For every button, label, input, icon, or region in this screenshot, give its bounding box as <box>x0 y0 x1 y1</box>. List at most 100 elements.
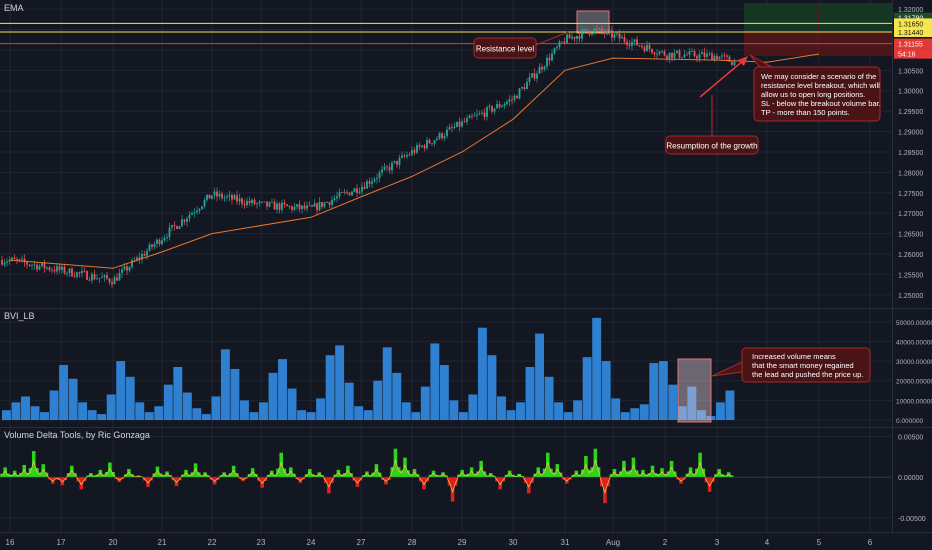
candle <box>231 192 233 205</box>
time-axis[interactable]: 16 17 20 21 22 23 24 27 28 29 30 31 Aug 2 3 4 5 6 <box>6 538 873 547</box>
candle <box>191 210 193 216</box>
candle <box>408 152 411 157</box>
candle <box>551 49 553 62</box>
volume-bar <box>306 412 316 420</box>
volume-bar <box>563 412 573 420</box>
candle <box>693 48 696 58</box>
candle <box>228 190 231 202</box>
candle <box>476 109 478 120</box>
candle <box>273 198 276 210</box>
candle <box>671 52 673 62</box>
candle <box>586 29 588 33</box>
candle <box>561 41 563 43</box>
volume-bar <box>687 386 697 420</box>
volume-bar <box>677 406 687 420</box>
volume-axis[interactable]: 50000.000000 40000.000000 30000.000000 2000… <box>896 320 932 425</box>
volume-pane-label: BVI_LB <box>4 311 35 321</box>
candle <box>58 263 61 274</box>
price-badge: 1.31650 <box>894 18 932 29</box>
candle <box>433 139 436 147</box>
price-badge: 1.31440 <box>894 26 932 37</box>
candle <box>383 163 386 171</box>
volume-bar <box>639 404 649 420</box>
candle <box>581 26 583 43</box>
candle <box>711 50 713 61</box>
candle <box>131 257 133 269</box>
candle <box>181 214 183 228</box>
delta-axis[interactable]: 0.00500 0.00000 -0.00500 <box>898 435 926 523</box>
resumption-callout-box <box>665 135 759 155</box>
ema-line[interactable] <box>9 53 820 269</box>
candle <box>311 204 313 208</box>
candle <box>143 250 146 257</box>
resistance-callout: Resistance level <box>473 31 569 59</box>
candle <box>351 190 353 197</box>
volume-bar <box>601 361 611 420</box>
time-tick-label: 27 <box>357 538 366 547</box>
candle <box>156 237 158 248</box>
candle <box>301 205 303 214</box>
candle <box>548 53 551 66</box>
volume-bar <box>325 355 335 420</box>
candle <box>568 32 571 39</box>
candle <box>148 242 151 252</box>
volume-bar <box>477 327 487 420</box>
candle <box>418 142 421 150</box>
volume-bar <box>468 394 478 420</box>
candle <box>71 266 73 278</box>
candle <box>31 263 33 271</box>
volume-bar <box>78 402 88 420</box>
price-badge-value: 1.31440 <box>898 30 923 37</box>
candle <box>271 198 273 203</box>
time-tick-label: 16 <box>6 538 15 547</box>
candle <box>558 39 561 50</box>
candle <box>151 243 153 251</box>
resumption-callout: Resumption of the growth <box>665 95 759 155</box>
candle <box>421 144 423 148</box>
time-tick-label: 28 <box>408 538 417 547</box>
candle <box>386 164 388 172</box>
delta-pane-label: Volume Delta Tools, by Ric Gonzaga <box>4 430 150 440</box>
candle <box>396 160 398 168</box>
candles <box>1 24 736 288</box>
volume-bar <box>516 402 525 420</box>
volume-bar <box>411 412 421 420</box>
candle <box>606 28 608 36</box>
candle <box>113 274 116 285</box>
resistance-callout-box <box>473 37 537 59</box>
candle <box>83 267 86 273</box>
candle <box>626 38 628 50</box>
volume-pane[interactable] <box>2 317 735 423</box>
candle <box>601 26 603 35</box>
time-tick-label: 23 <box>257 538 266 547</box>
candle <box>118 268 121 281</box>
candle <box>186 216 188 227</box>
delta-tick-label: 0.00500 <box>898 435 923 442</box>
candle <box>531 72 533 79</box>
candle <box>321 201 323 210</box>
candle <box>201 205 203 211</box>
candle <box>346 190 348 195</box>
candle <box>78 271 81 278</box>
candle <box>56 263 58 275</box>
time-tick-label: 29 <box>458 538 467 547</box>
time-tick-label: 4 <box>765 538 770 547</box>
candle <box>213 187 216 200</box>
candle <box>256 202 258 209</box>
price-pane[interactable] <box>0 3 892 288</box>
candle <box>163 234 166 243</box>
candle <box>438 131 441 141</box>
candle <box>431 143 433 146</box>
candle <box>313 198 316 207</box>
candle <box>246 197 248 208</box>
candle <box>533 68 536 81</box>
volume-bar <box>287 388 297 420</box>
candle <box>508 95 511 107</box>
volume-bar <box>439 365 449 420</box>
candle <box>466 114 468 125</box>
volume-bar <box>392 372 402 420</box>
delta-pane[interactable] <box>0 448 892 504</box>
price-tick-label: 1.28500 <box>898 150 923 157</box>
candle <box>603 29 606 39</box>
volume-bar <box>297 410 307 420</box>
